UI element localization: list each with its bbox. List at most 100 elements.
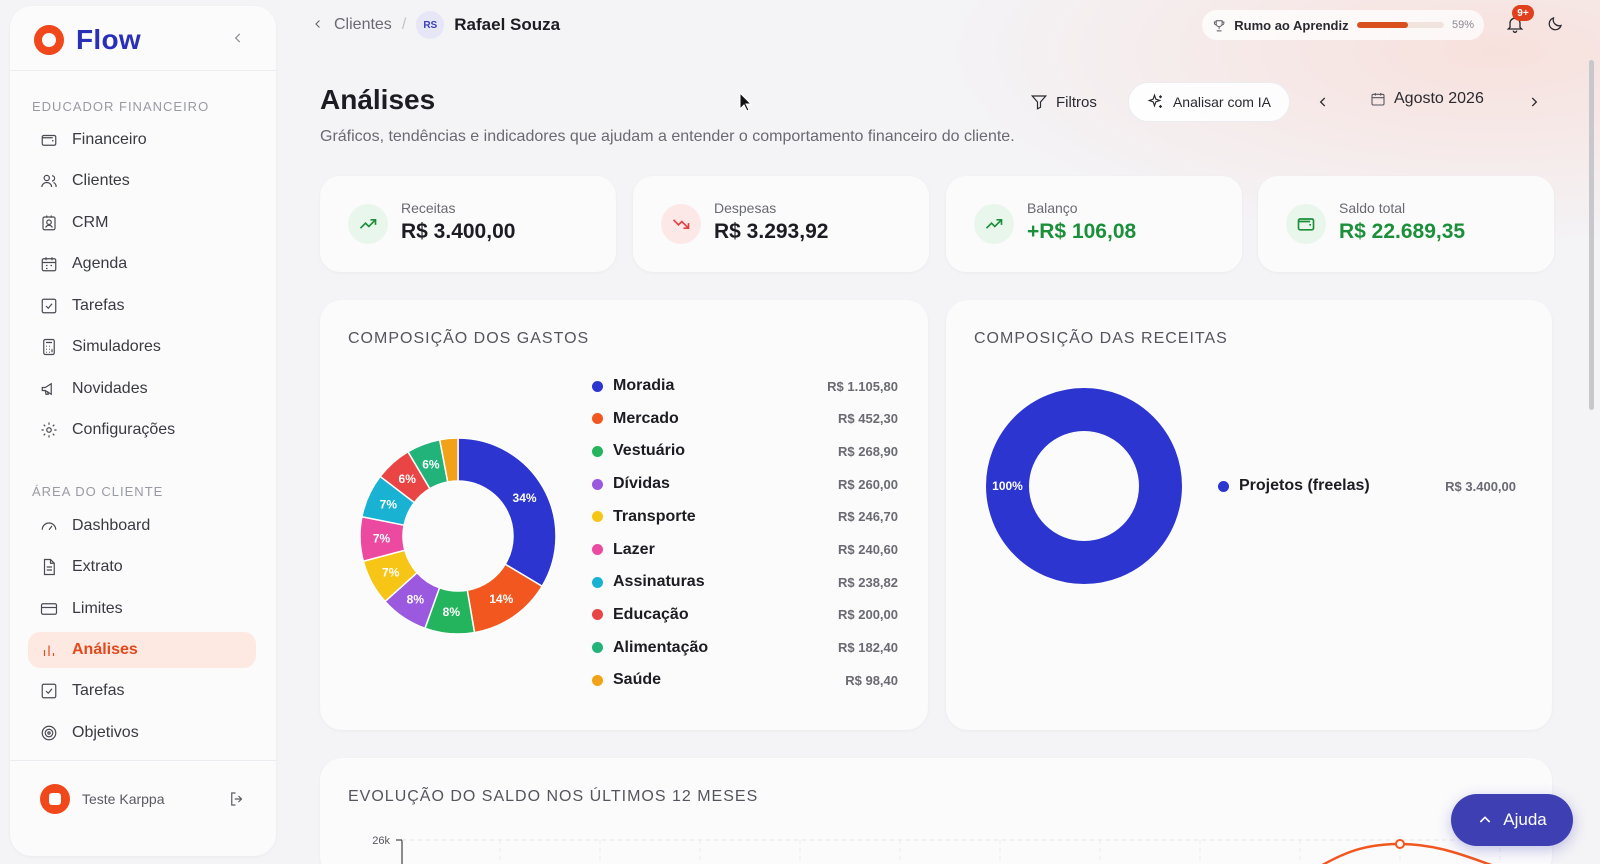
theme-toggle-button[interactable] bbox=[1546, 15, 1566, 35]
expenses-legend-item[interactable]: Alimentação R$ 182,40 bbox=[592, 636, 898, 660]
legend-value: R$ 200,00 bbox=[838, 607, 898, 623]
legend-value: R$ 238,82 bbox=[838, 574, 898, 590]
month-label: Agosto 2026 bbox=[1394, 90, 1484, 107]
y-tick-label: 26k bbox=[372, 835, 390, 847]
sidebar-item-tarefas[interactable]: Tarefas bbox=[28, 288, 256, 324]
sidebar-divider bbox=[10, 70, 276, 71]
user-name: Teste Karppa bbox=[82, 791, 165, 807]
sidebar-item-crm[interactable]: CRM bbox=[28, 205, 256, 241]
level-progress[interactable]: Rumo ao Aprendiz 59% bbox=[1202, 10, 1484, 40]
legend-value: R$ 1.105,80 bbox=[827, 378, 898, 394]
filters-label: Filtros bbox=[1056, 93, 1097, 111]
legend-value: R$ 3.400,00 bbox=[1445, 478, 1516, 494]
sidebar-item-label: Simuladores bbox=[72, 338, 161, 355]
legend-dot bbox=[592, 642, 603, 654]
income-slice-projetos-freelas-[interactable] bbox=[986, 388, 1182, 584]
sidebar-item-label: Tarefas bbox=[72, 297, 125, 314]
panel-title: COMPOSIÇÃO DOS GASTOS bbox=[348, 330, 590, 347]
balance-evolution-panel: EVOLUÇÃO DO SALDO NOS ÚLTIMOS 12 MESES 2… bbox=[320, 758, 1552, 864]
expenses-slice-label: 34% bbox=[513, 491, 537, 505]
next-month-button[interactable] bbox=[1524, 92, 1544, 112]
expenses-slice-sa-de[interactable] bbox=[438, 437, 459, 483]
income-donut-chart: 100% bbox=[986, 388, 1182, 584]
sidebar-item-analises[interactable]: Análises bbox=[28, 632, 256, 668]
analyze-ai-button[interactable]: Analisar com IA bbox=[1128, 82, 1290, 122]
calculator-icon bbox=[43, 338, 55, 356]
legend-label: Dívidas bbox=[613, 475, 670, 493]
sidebar-item-agenda[interactable]: Agenda bbox=[28, 246, 256, 282]
expenses-slice-label: 14% bbox=[489, 592, 513, 606]
expenses-legend-item[interactable]: Educação R$ 200,00 bbox=[592, 603, 898, 627]
legend-dot bbox=[592, 413, 603, 425]
expenses-legend-item[interactable]: Vestuário R$ 268,90 bbox=[592, 439, 898, 463]
legend-dot bbox=[592, 511, 603, 523]
analyze-ai-label: Analisar com IA bbox=[1172, 94, 1272, 110]
legend-label: Saúde bbox=[613, 671, 662, 689]
expenses-legend-item[interactable]: Saúde R$ 98,40 bbox=[592, 668, 898, 692]
legend-label: Mercado bbox=[613, 409, 679, 427]
chevron-left-icon[interactable] bbox=[312, 17, 324, 33]
previous-month-button[interactable] bbox=[1313, 92, 1333, 112]
legend-value: R$ 246,70 bbox=[838, 509, 898, 525]
sidebar-item-clientes[interactable]: Clientes bbox=[28, 163, 256, 199]
expenses-legend-item[interactable]: Dívidas R$ 260,00 bbox=[592, 472, 898, 496]
sidebar-item-limites[interactable]: Limites bbox=[28, 591, 256, 627]
stat-card-saldo-total: Saldo total R$ 22.689,35 bbox=[1258, 176, 1554, 272]
expenses-legend-item[interactable]: Mercado R$ 452,30 bbox=[592, 407, 898, 431]
calendar-icon bbox=[41, 257, 57, 272]
sidebar-item-label: Tarefas bbox=[72, 682, 125, 699]
sidebar-item-tarefas-cliente[interactable]: Tarefas bbox=[28, 673, 256, 709]
expenses-legend-item[interactable]: Transporte R$ 246,70 bbox=[592, 505, 898, 529]
expenses-composition-panel: COMPOSIÇÃO DOS GASTOS 34% 14% 8% 8% 7% 7% 7% 6%… bbox=[320, 300, 928, 730]
expenses-legend-item[interactable]: Lazer R$ 240,60 bbox=[592, 538, 898, 562]
legend-value: R$ 98,40 bbox=[845, 672, 898, 688]
expenses-legend-item[interactable]: Assinaturas R$ 238,82 bbox=[592, 570, 898, 594]
card-icon bbox=[40, 603, 58, 615]
calendar-icon bbox=[1371, 93, 1385, 106]
trending-up-icon bbox=[348, 204, 388, 244]
legend-label: Assinaturas bbox=[613, 573, 705, 591]
section-advisor-label: EDUCADOR FINANCEIRO bbox=[32, 99, 210, 114]
panel-title: COMPOSIÇÃO DAS RECEITAS bbox=[974, 330, 1228, 347]
sidebar-item-configuracoes[interactable]: Configurações bbox=[28, 412, 256, 448]
brand-name: Flow bbox=[76, 24, 141, 55]
logout-button[interactable] bbox=[228, 790, 246, 808]
sidebar-item-financeiro[interactable]: Financeiro bbox=[28, 122, 256, 158]
sidebar-item-label: Novidades bbox=[72, 380, 148, 397]
collapse-sidebar-button[interactable] bbox=[228, 28, 248, 48]
trending-down-icon bbox=[661, 204, 701, 244]
stat-value: +R$ 106,08 bbox=[1027, 220, 1137, 243]
trending-up-icon bbox=[974, 204, 1014, 244]
legend-dot bbox=[592, 576, 603, 588]
income-legend-item[interactable]: Projetos (freelas) R$ 3.400,00 bbox=[1218, 474, 1516, 498]
sidebar-item-extrato[interactable]: Extrato bbox=[28, 549, 256, 585]
stat-value: R$ 3.293,92 bbox=[714, 220, 829, 243]
gauge-icon bbox=[41, 522, 57, 531]
wallet-icon bbox=[1286, 204, 1326, 244]
sidebar-item-novidades[interactable]: Novidades bbox=[28, 371, 256, 407]
legend-dot bbox=[1218, 480, 1229, 492]
trophy-icon bbox=[1213, 19, 1225, 31]
breadcrumb-parent-link[interactable]: Clientes bbox=[334, 16, 392, 33]
user-profile[interactable]: Teste Karppa bbox=[40, 784, 165, 814]
expenses-legend: Moradia R$ 1.105,80 Mercado R$ 452,30 Vestuá… bbox=[592, 300, 898, 730]
sidebar-item-dashboard[interactable]: Dashboard bbox=[28, 508, 256, 544]
expenses-legend-item[interactable]: Moradia R$ 1.105,80 bbox=[592, 374, 898, 398]
sidebar-bottom-divider bbox=[10, 760, 276, 761]
legend-dot bbox=[592, 609, 603, 621]
income-slice-label: 100% bbox=[992, 479, 1023, 493]
help-button[interactable]: Ajuda bbox=[1451, 794, 1573, 846]
chevron-up-icon bbox=[1480, 816, 1491, 823]
legend-label: Projetos (freelas) bbox=[1239, 477, 1370, 494]
month-selector[interactable]: Agosto 2026 bbox=[1370, 90, 1484, 108]
brand[interactable]: Flow bbox=[34, 24, 141, 56]
scrollbar[interactable] bbox=[1589, 60, 1594, 410]
bar-chart-icon bbox=[43, 645, 55, 656]
legend-value: R$ 268,90 bbox=[838, 443, 898, 459]
filters-button[interactable]: Filtros bbox=[1020, 86, 1107, 118]
balance-line-chart: 26k bbox=[372, 835, 1552, 864]
expenses-slice-moradia[interactable] bbox=[457, 437, 557, 588]
sidebar-item-objetivos[interactable]: Objetivos bbox=[28, 715, 256, 751]
sidebar-item-simuladores[interactable]: Simuladores bbox=[28, 329, 256, 365]
stat-card-receitas: Receitas R$ 3.400,00 bbox=[320, 176, 616, 272]
